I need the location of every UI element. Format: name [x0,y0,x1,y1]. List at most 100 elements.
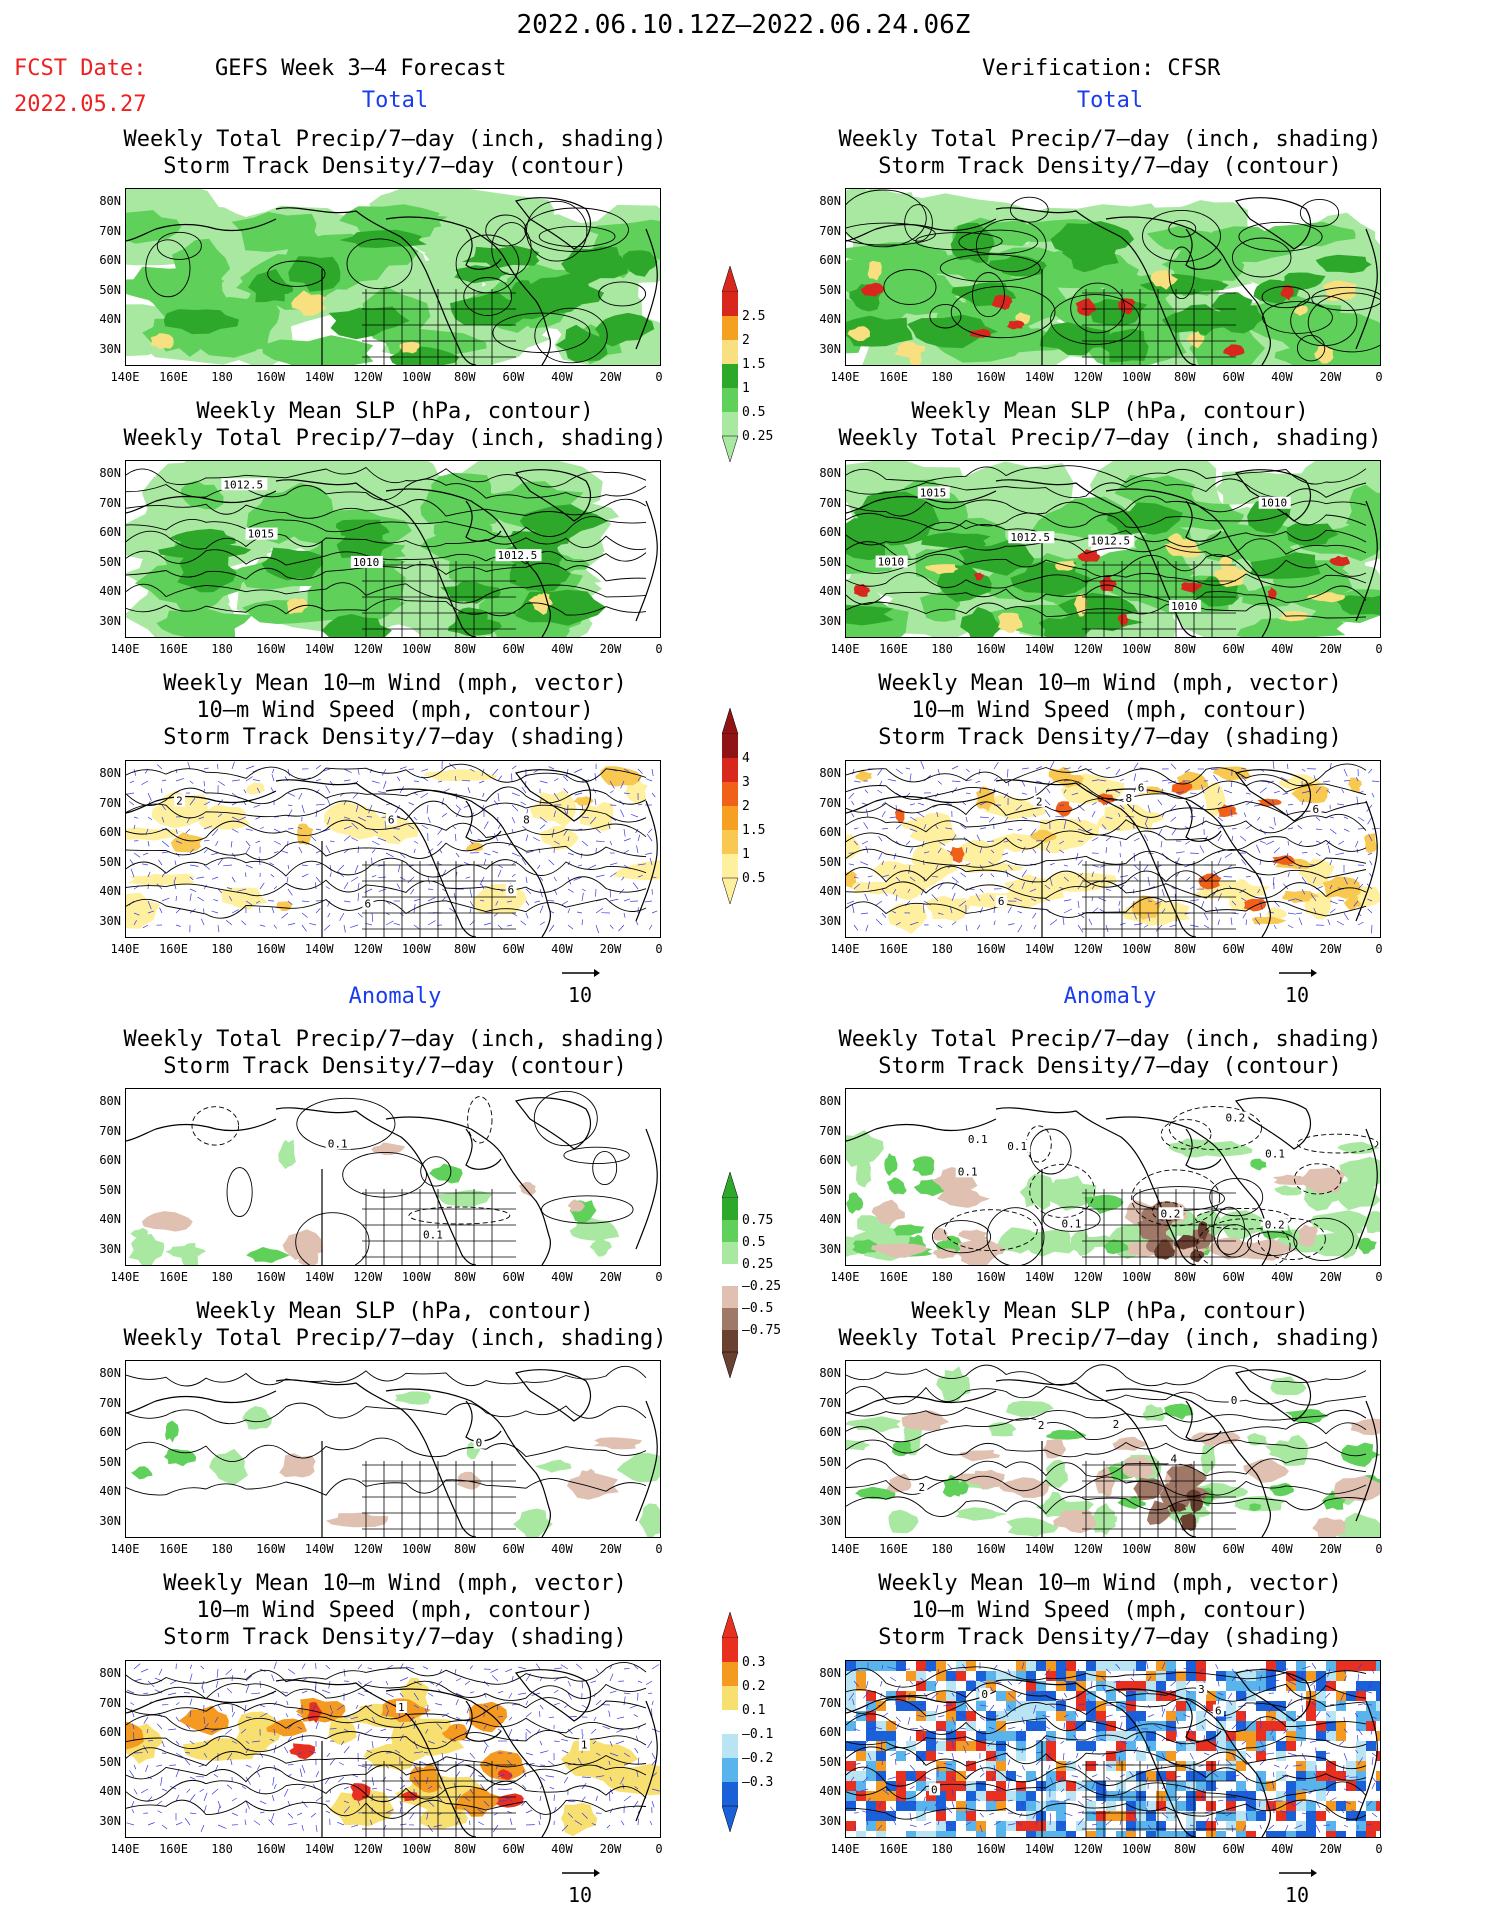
shaded-region [846,518,893,561]
grid-cell [1156,1721,1166,1731]
latitude-tick-label: 30N [99,613,121,628]
longitude-tick-label: 140W [304,370,334,384]
grid-cell [966,1821,976,1831]
shaded-region [371,1142,406,1156]
shaded-region [1055,801,1073,817]
grid-cell [1016,1661,1026,1671]
grid-cell [1086,1711,1096,1721]
contour-label-bg [495,549,542,562]
grid-cell [1276,1791,1286,1801]
coastline [126,769,658,937]
grid-cell [856,1831,866,1837]
shaded-region [567,1199,585,1212]
grid-cell [1226,1821,1236,1831]
latitude-tick-label: 40N [819,312,841,326]
grid-cell [1146,1831,1156,1837]
latitude-tick-label: 80N [819,194,841,208]
longitude-tick-label: 40W [1271,1542,1293,1556]
grid-cell [1176,1831,1186,1837]
vector-reference-label: 10 [1284,983,1310,1007]
colorbar-tick-label: 0.5 [742,1235,765,1250]
grid-cell [916,1701,926,1711]
longitude-tick-label: 160W [256,642,286,656]
grid-cell [916,1661,926,1671]
grid-cell [1126,1791,1136,1801]
grid-cell [1106,1691,1116,1701]
grid-cell [1106,1751,1116,1761]
shaded-region [1236,617,1346,637]
shaded-region [1161,304,1235,336]
colorbar-segment [722,854,738,878]
grid-cell [1116,1701,1126,1711]
grid-cell [916,1681,926,1691]
grid-cell [1116,1831,1126,1837]
grid-cell [966,1741,976,1751]
grid-cell [1366,1681,1376,1691]
grid-cell [996,1741,1006,1751]
longitude-tick-label: 160W [256,1842,286,1856]
contour-label: 1012.5 [1010,531,1050,544]
section-anomaly-right: Anomaly [1063,984,1157,1009]
contour-lines [931,1106,1379,1265]
grid-cell [846,1741,856,1751]
isobars [126,1365,647,1496]
title-slp-precip-total-right: Weekly Mean SLP (hPa, contour) Weekly To… [838,399,1382,451]
grid-cell [1206,1691,1216,1701]
grid-cell [1216,1731,1226,1741]
longitude-tick-label: 120W [1073,942,1103,956]
shaded-region [999,1478,1048,1496]
grid-cell [906,1701,916,1711]
grid-cell [1086,1671,1096,1681]
grid-cell [1176,1741,1186,1751]
section-anomaly-left: Anomaly [348,984,442,1009]
longitude-tick-label: 60W [502,370,525,384]
longitude-tick-label: 40W [1271,1842,1293,1856]
grid-cell [1366,1831,1376,1837]
grid-cell [926,1731,936,1741]
grid-cell [1256,1751,1266,1761]
grid-cell [926,1831,936,1837]
arrow-icon [1279,1869,1317,1877]
grid-cell [956,1731,966,1741]
shaded-region [520,567,562,593]
shaded-region [530,790,577,827]
contour-label: 6 [1138,781,1145,794]
colorbar-bottom-triangle [721,1351,739,1379]
grid-cell [1256,1781,1266,1791]
contour-label: 2 [1113,1418,1120,1431]
grid-cell [1016,1711,1026,1721]
grid-cell [1066,1671,1076,1681]
grid-cell [1126,1771,1136,1781]
shaded-region [867,260,882,281]
grid-cell [986,1681,996,1691]
grid-cell [1036,1741,1046,1751]
grid-cell [1326,1681,1336,1691]
grid-cell [856,1791,866,1801]
coastline [126,1669,658,1837]
grid-cell [1016,1821,1026,1831]
shaded-region [884,1153,898,1176]
shaded-region [861,278,967,313]
shaded-region [126,210,182,244]
latitude-tick-label: 60N [819,825,841,839]
longitude-tick-label: 160W [256,1270,286,1284]
grid-cell [1136,1801,1146,1811]
grid-cell [1116,1761,1126,1771]
grid-cell [896,1661,906,1671]
shaded-region [1265,1440,1302,1462]
vector-reference-label: 10 [1284,1883,1310,1907]
latitude-tick-label: 40N [99,584,121,598]
grid-cell [1126,1711,1136,1721]
grid-cell [1176,1701,1186,1711]
grid-cell [1196,1741,1206,1751]
shaded-region [1044,1459,1068,1488]
grid-cell [856,1671,866,1681]
longitude-tick-label: 20W [1319,1270,1342,1284]
grid-cell [1276,1801,1286,1811]
latitude-tick-label: 60N [819,1725,841,1739]
contour-label: 6 [388,813,395,826]
colorbar-segment [722,1638,738,1662]
title-wind-track-anom-left: Weekly Mean 10–m Wind (mph, vector) 10–m… [163,1571,627,1650]
grid-cell [876,1831,886,1837]
shaded-region [1062,233,1119,273]
